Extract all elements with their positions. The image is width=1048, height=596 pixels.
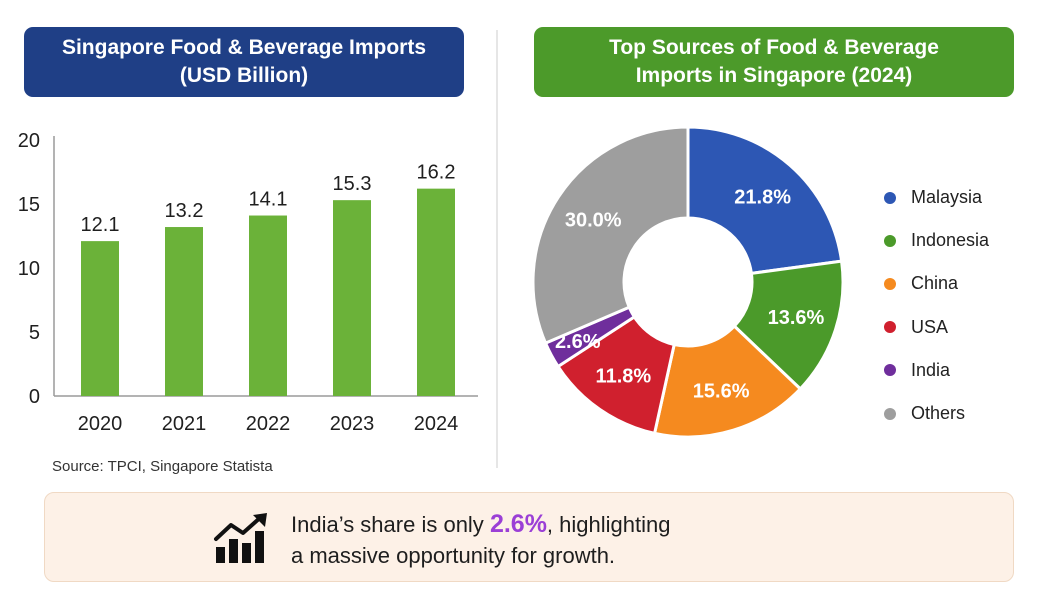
slice-label: 21.8%	[734, 187, 791, 209]
insight-highlight: 2.6%	[489, 510, 547, 538]
legend-dot	[884, 321, 896, 334]
bar-value-label: 13.2	[165, 200, 204, 222]
donut-slice	[686, 125, 844, 276]
insight-prefix: India’s share is only	[291, 512, 490, 537]
legend-dot	[884, 234, 896, 247]
donut-slice	[652, 324, 803, 439]
donut-slice	[732, 259, 845, 391]
growth-chart-icon	[214, 513, 267, 563]
bar-value-label: 14.1	[249, 189, 288, 211]
legend-label: USA	[911, 316, 949, 337]
bar-chart-title-banner: Singapore Food & Beverage Imports (USD B…	[24, 27, 464, 97]
bar-chart-title-line1: Singapore Food & Beverage Imports	[61, 36, 427, 59]
legend-item: Indonesia	[884, 219, 989, 262]
bar-chart: 0 5 10 15 20 12.1 2020 13.2 2021 14.1 2022 15.3 2023…	[18, 130, 478, 435]
slice-label: 13.6%	[768, 307, 825, 329]
slice-label: 30.0%	[565, 210, 622, 232]
bar	[333, 200, 371, 396]
donut-chart-title-line2: Imports in Singapore (2024)	[635, 64, 913, 87]
insight-text: India’s share is only 2.6%, highlighting…	[291, 509, 670, 571]
bar-value-label: 15.3	[333, 173, 372, 195]
bar	[81, 241, 119, 396]
y-tick-label: 15	[18, 194, 40, 216]
panel-divider	[496, 30, 498, 468]
legend-item: Others	[884, 392, 989, 435]
bar	[249, 215, 287, 396]
bar	[417, 188, 455, 396]
bar-chart-title-line2: (USD Billion)	[179, 64, 309, 87]
donut-legend: Malaysia Indonesia China USA India Others	[884, 176, 989, 435]
x-tick-label: 2020	[78, 413, 123, 435]
bar-value-label: 12.1	[81, 214, 120, 236]
y-tick-label: 0	[29, 386, 40, 408]
x-tick-label: 2023	[330, 413, 375, 435]
slice-label: 15.6%	[693, 381, 750, 403]
insight-callout: India’s share is only 2.6%, highlighting…	[44, 492, 1014, 582]
insight-suffix: , highlighting	[546, 512, 671, 537]
legend-label: India	[911, 359, 951, 380]
legend-label: Others	[911, 403, 966, 424]
x-tick-label: 2021	[162, 413, 207, 435]
donut-chart-title-banner: Top Sources of Food & Beverage Imports i…	[534, 27, 1014, 97]
legend-dot	[884, 277, 896, 290]
x-tick-label: 2024	[414, 413, 459, 435]
donut-chart-title-line1: Top Sources of Food & Beverage	[609, 36, 939, 59]
slice-label: 11.8%	[596, 365, 652, 387]
legend-dot	[884, 407, 896, 420]
legend-dot	[884, 364, 896, 377]
insight-line2: a massive opportunity for growth.	[291, 543, 616, 568]
slice-label: 2.6%	[555, 331, 601, 353]
source-note: Source: TPCI, Singapore Statista	[52, 458, 273, 475]
legend-item: Malaysia	[884, 176, 989, 219]
y-tick-label: 5	[29, 322, 40, 344]
legend-label: China	[911, 273, 959, 294]
bar-value-label: 16.2	[417, 162, 456, 184]
legend-item: USA	[884, 306, 989, 349]
bar	[165, 227, 203, 396]
legend-item: China	[884, 262, 989, 305]
legend-label: Malaysia	[911, 187, 983, 208]
y-tick-label: 20	[18, 130, 40, 152]
legend-dot	[884, 191, 896, 204]
donut-chart: 21.8% 13.6% 15.6% 11.8% 2.6% 30.0%	[531, 125, 845, 439]
y-tick-label: 10	[18, 258, 40, 280]
donut-slice	[531, 125, 690, 346]
legend-label: Indonesia	[911, 230, 990, 251]
x-tick-label: 2022	[246, 413, 291, 435]
legend-item: India	[884, 349, 989, 392]
